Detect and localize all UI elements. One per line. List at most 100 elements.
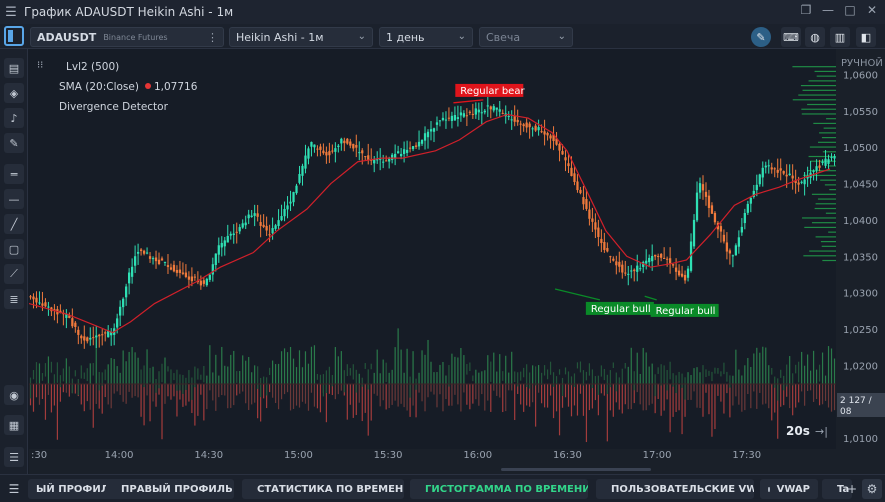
fibonacci-icon[interactable]: ⟋ xyxy=(4,264,24,284)
volume-bar-up xyxy=(125,361,127,384)
candle-select[interactable]: Свеча ⌄ xyxy=(479,27,573,47)
candle-body xyxy=(654,254,657,257)
divergence-label: Regular bull xyxy=(656,306,716,317)
price-chart[interactable]: РУЧНОЙ 1,0600 1,0550 1,0500 1,0450 1,0400 1,03… xyxy=(28,49,885,474)
volume-bar-down xyxy=(170,384,172,400)
volume-bar-up xyxy=(493,352,495,384)
pencil-icon[interactable]: ✎ xyxy=(4,133,24,153)
candle-body xyxy=(648,257,651,263)
volume-bar-up xyxy=(750,366,752,384)
period-select[interactable]: 1 день ⌄ xyxy=(379,27,473,47)
trash-icon[interactable]: ▦ xyxy=(4,415,24,435)
indicator-tab[interactable]: Ta xyxy=(822,479,852,499)
candle-body xyxy=(160,258,164,261)
drawing-mode-icon[interactable]: ✎ xyxy=(751,27,771,47)
volume-bar-down xyxy=(663,384,665,411)
candle-body xyxy=(806,175,809,179)
restore-icon[interactable]: ❐ xyxy=(800,3,812,17)
indicator-tab[interactable]: СТАТИСТИКА ПО ВРЕМЕНИ xyxy=(242,479,404,499)
indicator-tab[interactable]: ЫЙ ПРОФИЛЬ xyxy=(28,479,124,499)
volume-bar-up-shadow xyxy=(319,374,322,385)
layout-icon[interactable]: ▥ xyxy=(830,27,850,47)
volume-bar-up-shadow xyxy=(328,366,330,385)
candle-body xyxy=(328,151,331,156)
volume-bar-down xyxy=(101,384,103,414)
volume-bar-down-shadow xyxy=(358,384,360,403)
chart-settings-icon[interactable]: ⁝⁝ xyxy=(37,60,44,71)
volume-bar-up xyxy=(475,369,477,384)
text-tool-icon[interactable]: ≣ xyxy=(4,289,24,309)
volume-bar-down xyxy=(723,384,725,414)
indicator-tab[interactable]: ПРАВЫЙ ПРОФИЛЬ xyxy=(106,479,234,499)
volume-bar-up xyxy=(460,347,462,384)
volume-bar-down xyxy=(600,384,602,394)
alert-bell-icon[interactable]: ♪ xyxy=(4,108,24,128)
ruler-icon[interactable]: ═ xyxy=(4,164,24,184)
volume-bar-down-shadow xyxy=(747,384,749,395)
volume-badge xyxy=(837,393,885,417)
more-icon[interactable]: ⋮ xyxy=(207,30,218,44)
chart-type-select[interactable]: Heikin Ashi - 1м ⌄ xyxy=(229,27,373,47)
price-tick-label: 1,0550 xyxy=(843,107,878,118)
keyboard-icon[interactable]: ⌨ xyxy=(781,27,801,47)
tabs-menu-icon[interactable]: ☰ xyxy=(8,482,20,496)
mouse-icon[interactable]: ◍ xyxy=(805,27,825,47)
volume-bar-up xyxy=(122,350,124,384)
candle-body xyxy=(689,241,693,271)
volume-bar-up xyxy=(164,357,166,384)
volume-bar-up xyxy=(538,365,540,384)
layers-icon[interactable]: ◈ xyxy=(4,83,24,103)
volume-bar-down xyxy=(236,384,238,396)
close-icon[interactable]: ✕ xyxy=(866,3,878,17)
candle-body xyxy=(677,270,681,276)
candle-body xyxy=(382,161,385,163)
gear-icon[interactable]: ⚙ xyxy=(862,479,882,499)
trend-line-icon[interactable]: ╱ xyxy=(4,214,24,234)
time-scrollbar xyxy=(501,468,651,471)
volume-bar-down xyxy=(352,384,354,418)
volume-bar-up-shadow xyxy=(68,366,70,384)
volume-bar-up-shadow xyxy=(77,378,79,396)
volume-bar-up xyxy=(277,363,280,384)
minimize-icon[interactable]: — xyxy=(822,3,834,17)
volume-bar-down xyxy=(609,384,611,411)
candle-body xyxy=(570,167,573,177)
divergence-line xyxy=(453,99,484,104)
maximize-icon[interactable]: □ xyxy=(844,3,856,17)
volume-bar-down xyxy=(669,384,671,433)
indicator-tab[interactable]: VWAP xyxy=(760,479,818,499)
indicator-tab[interactable]: ГИСТОГРАММА ПО ВРЕМЕНИ xyxy=(410,479,588,499)
candle-body xyxy=(722,234,726,242)
candle-body xyxy=(220,242,223,248)
eye-icon[interactable]: ◉ xyxy=(4,385,24,405)
list-icon[interactable]: ☰ xyxy=(4,447,24,467)
volume-bar-down xyxy=(514,384,516,421)
indicator-tab[interactable]: ПОЛЬЗОВАТЕЛЬСКИЕ VWAP xyxy=(596,479,754,499)
volume-bar-down xyxy=(346,384,348,420)
volume-bar-down-shadow xyxy=(451,384,453,406)
indicators-icon[interactable]: ▤ xyxy=(4,58,24,78)
add-tab-icon[interactable]: + xyxy=(846,482,858,496)
symbol-selector[interactable]: ADAUSDT Binance Futures ⋮ xyxy=(30,27,224,47)
volume-bar-down xyxy=(167,384,169,397)
divergence-label-bg xyxy=(455,83,524,97)
book-depth-bar xyxy=(828,231,836,233)
book-depth-bar xyxy=(822,151,836,153)
time-axis[interactable]: :30 14:00 14:30 15:00 15:30 16:00 16:30 17:00 17… xyxy=(29,424,836,474)
candle-body xyxy=(122,298,125,308)
book-depth-bar xyxy=(811,222,836,224)
candle-body xyxy=(441,117,445,121)
horizontal-line-icon[interactable]: — xyxy=(4,189,24,209)
volume-bar-up-shadow xyxy=(720,371,722,377)
panel-toggle-icon[interactable] xyxy=(4,26,24,46)
candle-body xyxy=(618,261,621,267)
candle-body xyxy=(453,115,457,121)
hamburger-icon[interactable]: ☰ xyxy=(5,4,17,20)
volume-bar-down xyxy=(203,384,205,421)
volume-bar-up xyxy=(827,346,830,384)
volume-bar-down xyxy=(194,384,196,426)
rectangle-icon[interactable]: ▢ xyxy=(4,239,24,259)
split-icon[interactable]: ◧ xyxy=(856,27,876,47)
